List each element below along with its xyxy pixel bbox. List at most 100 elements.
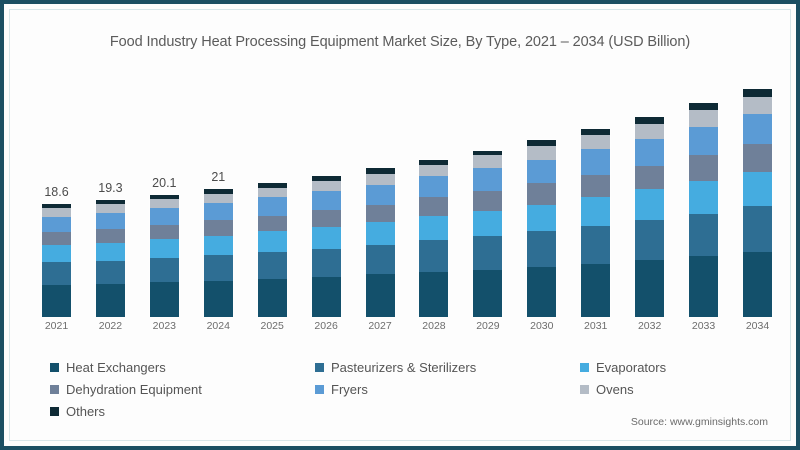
bar-segment[interactable] (419, 216, 449, 241)
bar-segment[interactable] (581, 225, 611, 264)
bar-segment[interactable] (743, 144, 772, 172)
bar-segment[interactable] (743, 206, 772, 252)
bar-column[interactable] (419, 159, 449, 317)
bar-segment[interactable] (95, 213, 125, 229)
bar-segment[interactable] (419, 272, 449, 317)
bar-column[interactable] (257, 183, 287, 317)
bar-segment[interactable] (42, 284, 71, 317)
bar-segment[interactable] (635, 259, 665, 317)
bar-segment[interactable] (42, 245, 71, 263)
bar-segment[interactable] (635, 219, 665, 260)
bar-segment[interactable] (257, 252, 287, 279)
bar-segment[interactable] (311, 276, 341, 317)
bar-segment[interactable] (635, 123, 665, 140)
bar-column[interactable]: 18.6 (42, 185, 71, 317)
bar-segment[interactable] (42, 262, 71, 285)
bar-segment[interactable] (473, 168, 503, 191)
bar-column[interactable]: 20.1 (149, 176, 179, 317)
bar-segment[interactable] (257, 231, 287, 253)
bar-segment[interactable] (581, 197, 611, 226)
bar-segment[interactable] (635, 189, 665, 220)
bar-segment[interactable] (311, 210, 341, 228)
bar-segment[interactable] (42, 231, 71, 246)
bar-segment[interactable] (473, 190, 503, 211)
bar-segment[interactable] (203, 255, 233, 281)
bar-segment[interactable] (689, 126, 719, 156)
bar-segment[interactable] (743, 114, 772, 145)
bar-segment[interactable] (581, 149, 611, 175)
bar-segment[interactable] (365, 204, 395, 223)
bar-segment[interactable] (365, 168, 395, 174)
bar-segment[interactable] (257, 187, 287, 198)
bar-segment[interactable] (743, 171, 772, 207)
bar-segment[interactable] (473, 150, 503, 156)
bar-segment[interactable] (95, 260, 125, 284)
bar-segment[interactable] (149, 282, 179, 317)
bar-segment[interactable] (95, 283, 125, 317)
bar-segment[interactable] (419, 240, 449, 273)
bar-segment[interactable] (149, 208, 179, 225)
bar-segment[interactable] (635, 165, 665, 190)
bar-segment[interactable] (42, 204, 71, 209)
bar-segment[interactable] (581, 263, 611, 317)
bar-segment[interactable] (527, 231, 557, 267)
legend-item[interactable]: Heat Exchangers (50, 360, 315, 375)
bar-column[interactable] (689, 103, 719, 317)
bar-segment[interactable] (527, 146, 557, 160)
bar-segment[interactable] (149, 199, 179, 209)
bar-column[interactable] (743, 89, 772, 317)
bar-segment[interactable] (419, 197, 449, 217)
bar-segment[interactable] (365, 222, 395, 245)
bar-column[interactable] (473, 150, 503, 317)
bar-column[interactable] (311, 176, 341, 317)
bar-column[interactable] (527, 140, 557, 317)
bar-segment[interactable] (581, 135, 611, 150)
bar-segment[interactable] (689, 256, 719, 317)
bar-segment[interactable] (149, 239, 179, 259)
bar-segment[interactable] (203, 280, 233, 317)
bar-segment[interactable] (311, 227, 341, 249)
bar-column[interactable]: 21 (203, 170, 233, 317)
legend-item[interactable]: Fryers (315, 382, 580, 397)
bar-segment[interactable] (419, 176, 449, 198)
bar-segment[interactable] (689, 213, 719, 257)
legend-item[interactable]: Ovens (580, 382, 750, 397)
bar-segment[interactable] (527, 140, 557, 147)
bar-segment[interactable] (149, 194, 179, 200)
bar-segment[interactable] (365, 244, 395, 275)
bar-segment[interactable] (203, 193, 233, 204)
bar-segment[interactable] (689, 155, 719, 181)
bar-segment[interactable] (473, 210, 503, 237)
bar-segment[interactable] (203, 189, 233, 194)
bar-segment[interactable] (743, 89, 772, 98)
bar-segment[interactable] (689, 103, 719, 111)
bar-segment[interactable] (203, 203, 233, 221)
legend-item[interactable]: Dehydration Equipment (50, 382, 315, 397)
bar-segment[interactable] (365, 184, 395, 205)
bar-segment[interactable] (527, 204, 557, 232)
bar-segment[interactable] (311, 176, 341, 181)
bar-segment[interactable] (95, 199, 125, 205)
bar-segment[interactable] (257, 278, 287, 317)
bar-segment[interactable] (635, 116, 665, 124)
bar-column[interactable] (581, 128, 611, 317)
bar-column[interactable] (635, 116, 665, 317)
bar-segment[interactable] (257, 215, 287, 232)
bar-segment[interactable] (42, 216, 71, 232)
bar-segment[interactable] (473, 269, 503, 317)
bar-segment[interactable] (365, 173, 395, 185)
legend-item[interactable]: Others (50, 404, 315, 419)
bar-segment[interactable] (257, 197, 287, 216)
bar-segment[interactable] (527, 159, 557, 184)
bar-segment[interactable] (95, 228, 125, 243)
bar-column[interactable] (365, 168, 395, 317)
bar-segment[interactable] (42, 208, 71, 217)
bar-segment[interactable] (311, 248, 341, 277)
bar-segment[interactable] (419, 164, 449, 177)
bar-segment[interactable] (527, 266, 557, 317)
bar-segment[interactable] (203, 235, 233, 256)
bar-segment[interactable] (95, 204, 125, 214)
bar-segment[interactable] (527, 183, 557, 205)
legend-item[interactable]: Evaporators (580, 360, 750, 375)
bar-segment[interactable] (149, 224, 179, 240)
